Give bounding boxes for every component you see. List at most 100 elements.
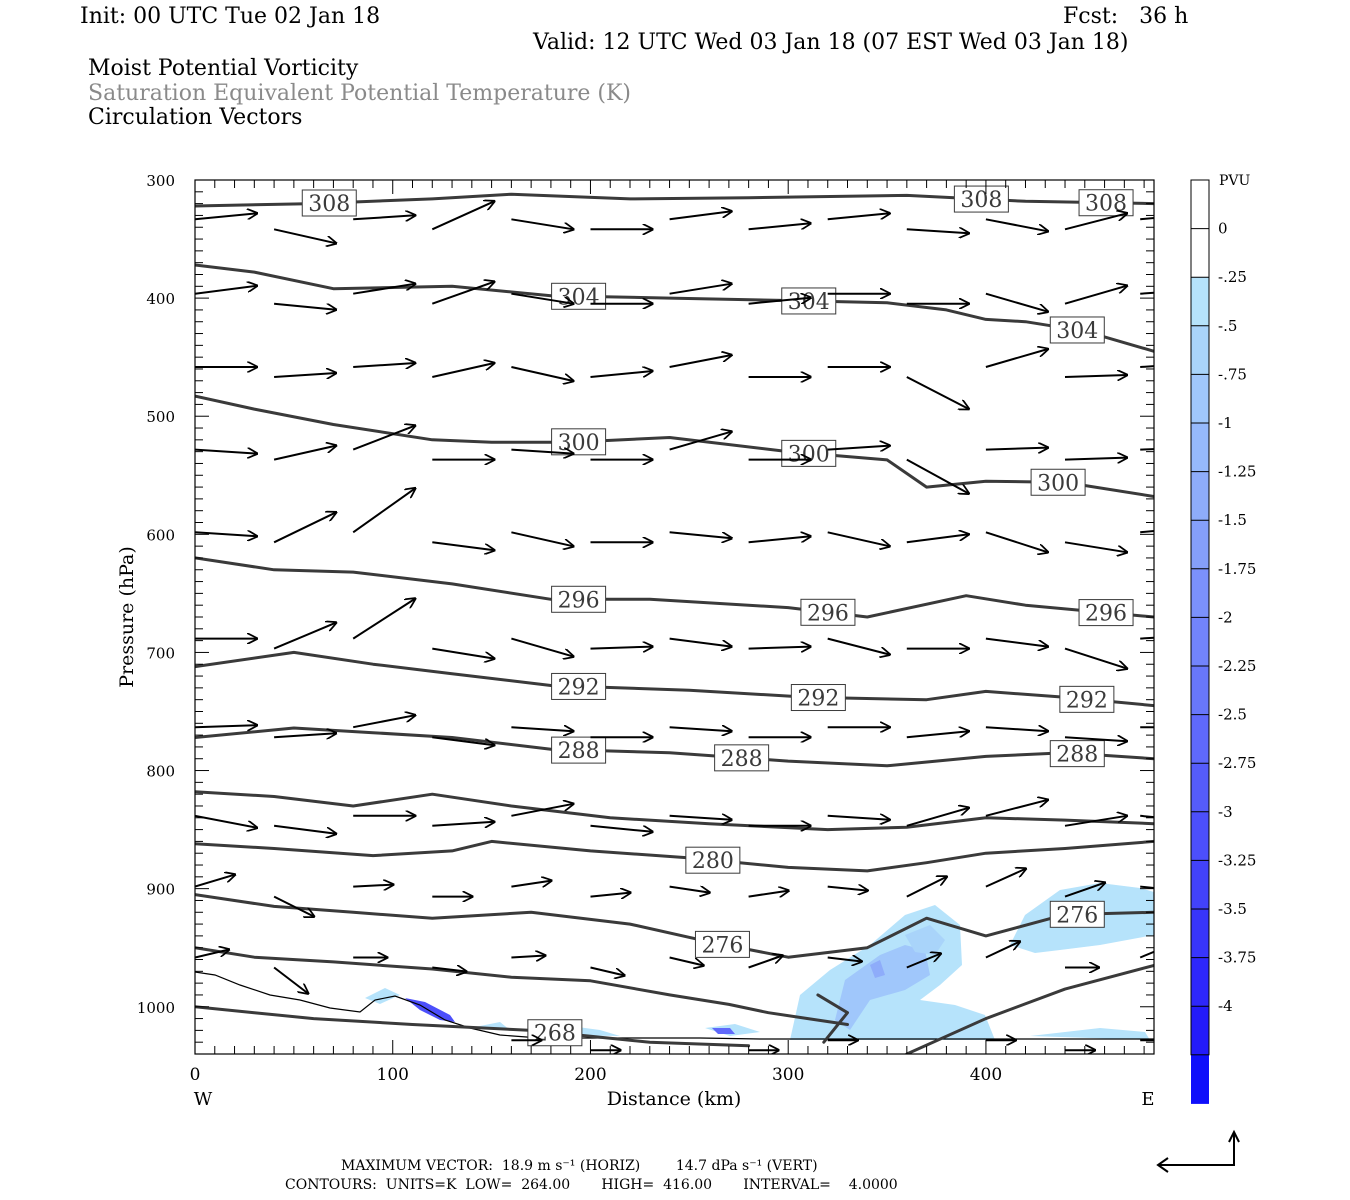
colorbar-label: -2.25 (1218, 657, 1256, 675)
colorbar-swatch (1191, 325, 1209, 375)
pv-shading (365, 883, 1154, 1040)
circulation-vector (1064, 458, 1127, 460)
circulation-vector (906, 534, 969, 544)
contour-label: 308 (960, 188, 1002, 213)
forecast-hour-label: Fcst: 36 h (1063, 4, 1189, 29)
circulation-vector (748, 956, 783, 969)
contour-label: 288 (1056, 743, 1098, 768)
circulation-vector (748, 647, 811, 649)
circulation-vector (274, 373, 336, 377)
colorbar-swatch (1191, 228, 1209, 278)
pv-shade-mid (905, 925, 945, 955)
circulation-vector (1064, 286, 1127, 305)
colorbar-swatch (1191, 1054, 1209, 1104)
colorbar-label: -2.5 (1218, 706, 1247, 724)
field-title-pv: Moist Potential Vorticity (88, 56, 359, 81)
contour-label: 308 (1085, 192, 1127, 217)
circulation-vector (669, 885, 710, 893)
circulation-vector (590, 824, 653, 832)
circulation-vector (669, 816, 732, 820)
contour-label-box (953, 185, 1009, 213)
y-tick-label: 800 (146, 763, 175, 781)
contour-label-box (1030, 468, 1086, 496)
contour-296 (195, 556, 1154, 619)
circulation-vector (1064, 213, 1127, 231)
circulation-vectors (195, 201, 1154, 1050)
colorbar-swatch (1191, 374, 1209, 424)
contour-label: 288 (558, 739, 600, 764)
contour-label: 296 (1085, 602, 1127, 627)
contour-label: 296 (807, 601, 849, 626)
circulation-vector (827, 958, 862, 962)
colorbar-swatch (1191, 617, 1209, 667)
colorbar-label: -1.5 (1218, 511, 1247, 529)
colorbar-swatch (1191, 666, 1209, 716)
colorbar-swatch (1191, 568, 1209, 618)
thetae-contours (195, 192, 1154, 1054)
plot-frame (194, 179, 1155, 1055)
contour-label-box (551, 282, 607, 310)
contour-label-box (1078, 599, 1134, 627)
circulation-vector (273, 623, 336, 650)
circulation-vector (1140, 448, 1154, 451)
circulation-vector (748, 298, 811, 305)
circulation-vector (1140, 814, 1154, 819)
colorbar-swatch (1191, 423, 1209, 473)
circulation-vector (432, 736, 494, 745)
circulation-vector (431, 282, 494, 305)
y-tick-label: 700 (146, 644, 175, 662)
circulation-vector (1064, 541, 1127, 552)
circulation-vector (511, 637, 573, 657)
pv-shade-dark (712, 1028, 735, 1034)
y-axis-label: Pressure (hPa) (116, 546, 138, 688)
circulation-vector (985, 349, 1048, 368)
circulation-vector (1139, 950, 1154, 959)
circulation-vector (906, 877, 947, 898)
contour-label-box (551, 428, 607, 456)
contour-280 (195, 839, 1154, 873)
contour-label-box (551, 585, 607, 613)
circulation-vector (195, 286, 257, 295)
circulation-vector (669, 432, 732, 451)
contour-label: 304 (788, 290, 830, 315)
field-title-vectors: Circulation Vectors (88, 105, 303, 130)
circulation-vector (195, 532, 257, 536)
circulation-vector (274, 302, 336, 310)
circulation-vector (195, 450, 257, 454)
circulation-vector (273, 966, 308, 994)
colorbar-swatch (1191, 763, 1209, 813)
colorbar-swatch (1191, 277, 1209, 327)
circulation-vector (353, 363, 415, 367)
contour-label: 292 (797, 687, 839, 712)
contour-304 (195, 263, 1154, 353)
contour-label-box (301, 189, 357, 217)
y-tick-label: 900 (146, 881, 175, 899)
contour-label: 296 (558, 588, 600, 613)
circulation-vector (669, 531, 732, 538)
x-axis-label: Distance (km) (607, 1088, 742, 1110)
circulation-vector (590, 966, 625, 976)
contour-label-box (800, 598, 856, 626)
circulation-vector (985, 448, 1048, 450)
field-title-thetae: Saturation Equivalent Potential Temperat… (88, 81, 631, 106)
circulation-vector (1064, 647, 1127, 669)
init-label: Init: 00 UTC Tue 02 Jan 18 (80, 4, 381, 29)
circulation-vector (511, 450, 573, 454)
reference-vector-icon (1156, 1129, 1240, 1173)
minor-ticks (194, 179, 1154, 1055)
colorbar-swatch (1191, 520, 1209, 570)
colorbar-label: -.25 (1218, 268, 1247, 286)
contour-label: 304 (1056, 319, 1098, 344)
contour-label-box (714, 744, 770, 772)
colorbar-swatch (1191, 180, 1209, 230)
circulation-vector (906, 376, 969, 409)
contour-300 (195, 394, 1154, 498)
circulation-vector (511, 292, 573, 304)
circulation-vector (273, 512, 336, 544)
contour-292 (195, 650, 1154, 708)
contour-284 (195, 790, 1154, 832)
circulation-vector (1140, 216, 1154, 221)
circulation-vector (195, 950, 229, 959)
contour-276 (195, 893, 1154, 959)
contour-276-branch (905, 963, 1154, 1054)
